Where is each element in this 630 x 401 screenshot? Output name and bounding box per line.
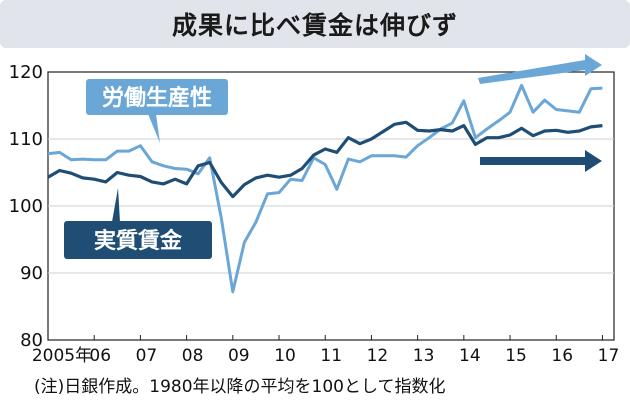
y-tick-label: 100 bbox=[9, 196, 43, 217]
x-tick-label: 15 bbox=[505, 346, 527, 366]
x-tick-label: 08 bbox=[182, 346, 204, 366]
x-tick-label: 11 bbox=[320, 346, 342, 366]
y-axis-ticks: 120 110 100 90 80 bbox=[9, 62, 43, 351]
y-tick-label: 90 bbox=[20, 263, 43, 284]
productivity-series-line bbox=[47, 83, 603, 294]
productivity-trend-arrow bbox=[478, 54, 602, 84]
real-wage-series-line bbox=[47, 120, 603, 199]
series-lines bbox=[47, 83, 603, 294]
wage-label-pointer bbox=[112, 188, 120, 222]
productivity-label-pointer bbox=[148, 114, 160, 143]
x-tick-label: 13 bbox=[413, 346, 435, 366]
chart-title: 成果に比べ賃金は伸びず bbox=[171, 11, 458, 40]
wage-label-box bbox=[64, 221, 212, 259]
x-tick-label: 14 bbox=[459, 346, 481, 366]
y-tick-label: 80 bbox=[20, 330, 43, 351]
wage-label: 実質賃金 bbox=[94, 228, 183, 254]
x-tick-label: 2005年 bbox=[32, 346, 92, 366]
x-tick-label: 12 bbox=[367, 346, 389, 366]
productivity-label: 労働生産性 bbox=[102, 85, 212, 111]
x-tick-label: 07 bbox=[136, 346, 158, 366]
x-tick-label: 10 bbox=[274, 346, 296, 366]
productivity-label-box bbox=[86, 79, 228, 115]
x-tick-label: 09 bbox=[228, 346, 250, 366]
wage-trend-arrow bbox=[480, 150, 602, 172]
title-bar bbox=[0, 0, 630, 48]
x-tick-label: 17 bbox=[598, 346, 620, 366]
footnote: (注)日銀作成。1980年以降の平均を100として指数化 bbox=[34, 377, 446, 397]
x-tick-label: 16 bbox=[551, 346, 573, 366]
gridlines bbox=[48, 138, 614, 274]
y-tick-label: 110 bbox=[9, 129, 43, 150]
x-tick-label: 06 bbox=[89, 346, 111, 366]
y-tick-label: 120 bbox=[9, 62, 43, 83]
